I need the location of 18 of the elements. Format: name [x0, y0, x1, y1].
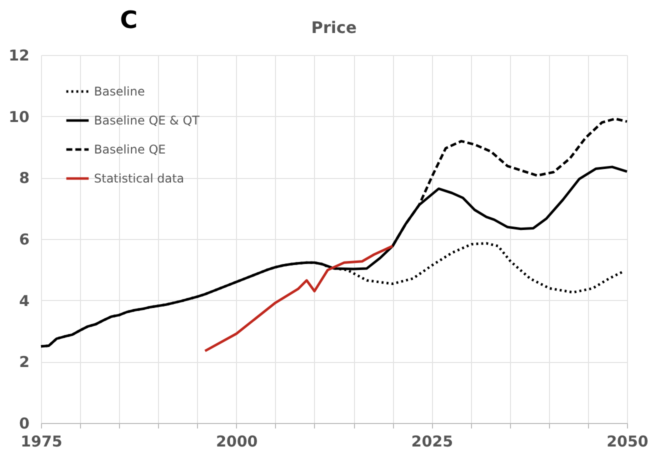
- legend-label: Statistical data: [94, 172, 184, 186]
- y-tick-label: 12: [8, 46, 30, 64]
- y-tick-label: 10: [8, 108, 30, 126]
- x-tick-label: 1975: [20, 432, 62, 450]
- chart-title: Price: [311, 18, 357, 37]
- line-series: [204, 244, 394, 352]
- y-tick-label: 2: [19, 353, 30, 372]
- y-tick-label: 8: [19, 169, 30, 188]
- legend-label: Baseline QE: [94, 142, 166, 156]
- x-tick-label: 2050: [606, 432, 648, 450]
- legend-label: Baseline: [94, 84, 145, 98]
- y-tick-label: 4: [19, 292, 30, 310]
- y-tick-label: 6: [19, 230, 30, 248]
- x-tick-label: 2000: [216, 432, 258, 450]
- x-tick-label: 2025: [411, 432, 454, 450]
- y-tick-label: 0: [19, 414, 30, 432]
- legend-label: Baseline QE & QT: [94, 114, 200, 128]
- text: C: [120, 6, 138, 34]
